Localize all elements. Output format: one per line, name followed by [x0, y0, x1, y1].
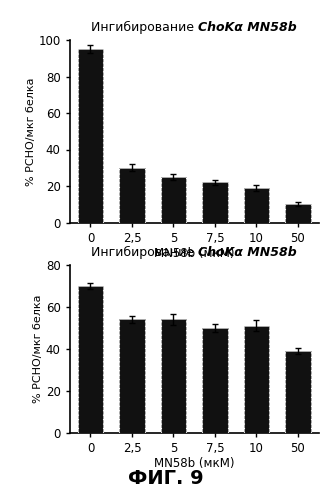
Bar: [161, 177, 186, 222]
Y-axis label: % РСНО/мкг белка: % РСНО/мкг белка: [26, 77, 36, 186]
Bar: [78, 286, 103, 432]
Text: ChoKα MN58b: ChoKα MN58b: [198, 246, 297, 259]
Bar: [244, 188, 269, 222]
Bar: [202, 182, 228, 222]
Bar: [78, 49, 103, 222]
X-axis label: MN58b (мкМ): MN58b (мкМ): [154, 248, 234, 260]
Bar: [244, 326, 269, 432]
Text: Ингибирование: Ингибирование: [91, 246, 198, 259]
Text: ФИГ. 9: ФИГ. 9: [128, 468, 204, 487]
Text: Ингибирование: Ингибирование: [91, 21, 198, 34]
Bar: [119, 168, 145, 222]
Bar: [285, 204, 311, 223]
Bar: [119, 320, 145, 432]
Bar: [202, 328, 228, 432]
Bar: [285, 351, 311, 432]
Text: ChoKα MN58b: ChoKα MN58b: [198, 21, 297, 34]
X-axis label: MN58b (мкМ): MN58b (мкМ): [154, 458, 234, 470]
Y-axis label: % РСНО/мкг белка: % РСНО/мкг белка: [33, 294, 43, 403]
Bar: [161, 320, 186, 432]
